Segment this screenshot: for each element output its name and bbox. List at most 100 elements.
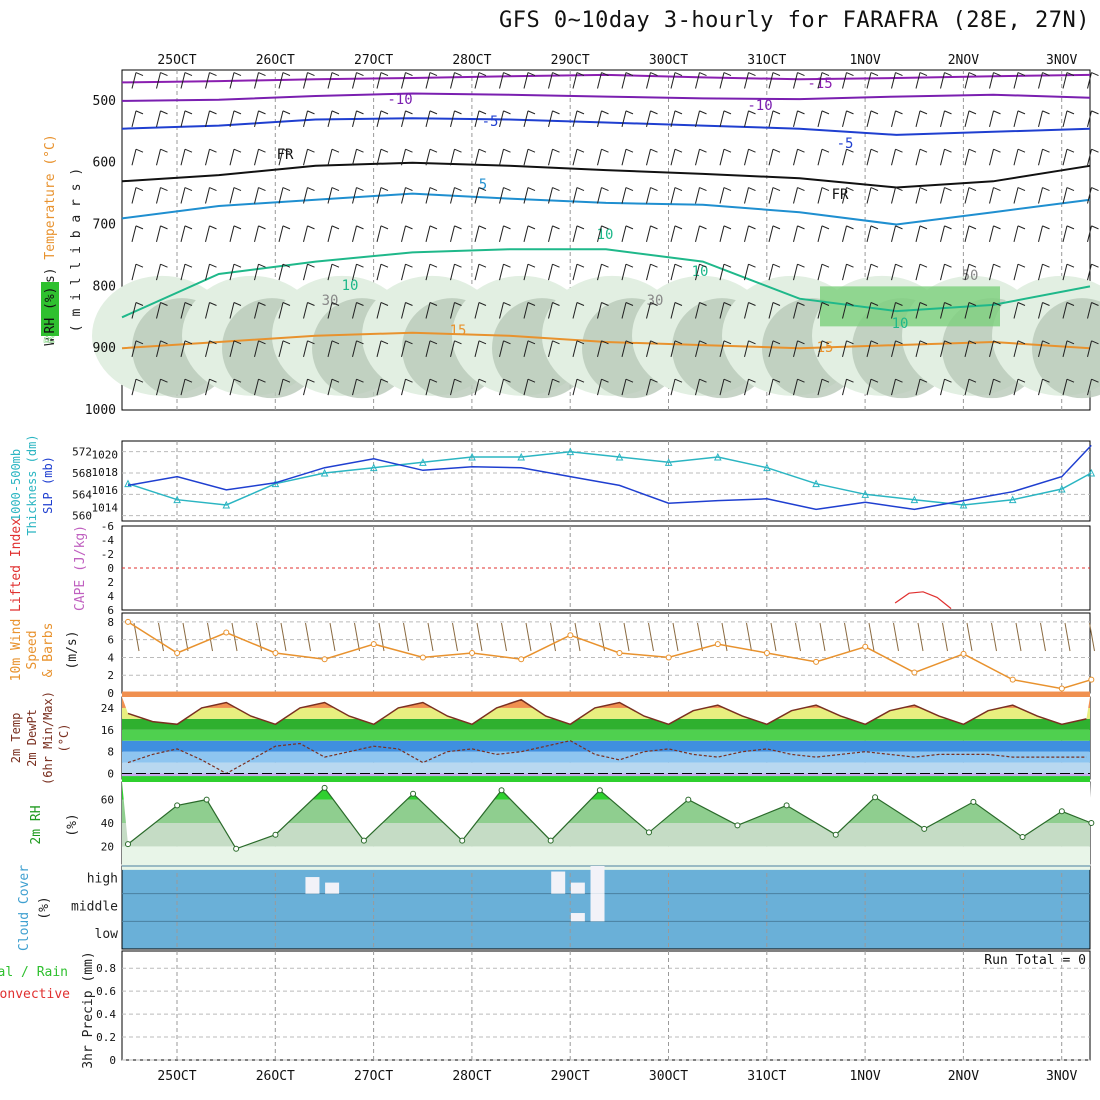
wind-barb xyxy=(699,148,707,153)
rh-marker xyxy=(832,831,839,838)
y-tick: 500 xyxy=(93,94,116,109)
wind-barb xyxy=(1013,225,1019,242)
wind-barb xyxy=(895,263,903,268)
y-tick: 0 xyxy=(109,1054,116,1067)
wind-barb xyxy=(695,302,700,319)
wind-barb xyxy=(893,622,899,652)
y-tick: 4 xyxy=(107,590,114,603)
wind-barb xyxy=(327,379,333,396)
wind-barb xyxy=(817,302,823,319)
wind-barb xyxy=(597,302,602,319)
thickness-marker xyxy=(615,452,624,461)
wind-barb xyxy=(1013,187,1019,204)
wind-barb xyxy=(135,263,144,268)
wind-marker xyxy=(518,656,525,663)
wind-barb xyxy=(1062,302,1068,319)
wind-barb xyxy=(254,379,259,396)
wind-barb xyxy=(331,110,340,115)
wind-barb xyxy=(870,72,879,77)
wind-barb xyxy=(478,263,487,268)
contour-label: 10 xyxy=(892,316,909,332)
wind-barb xyxy=(821,110,830,115)
wind-barb xyxy=(303,379,308,396)
wind-barb xyxy=(478,302,487,306)
wind-barb xyxy=(768,110,774,127)
wind-barb xyxy=(940,264,945,281)
wind-barb xyxy=(205,149,210,166)
wind-barb xyxy=(846,263,854,268)
wind-barb xyxy=(1066,110,1075,115)
wind-barb xyxy=(552,72,560,77)
panel-thick xyxy=(121,440,1091,522)
wind-barb xyxy=(1013,72,1019,89)
wind-barb xyxy=(989,110,994,127)
rh-marker xyxy=(734,822,741,829)
wind-barb xyxy=(842,340,847,357)
wind-barb xyxy=(405,263,413,268)
wind-barb xyxy=(964,72,970,89)
cloud-bar xyxy=(570,882,585,894)
wind-barb xyxy=(646,225,651,242)
wind-barb xyxy=(503,72,511,77)
rh-marker xyxy=(1088,820,1095,826)
wind-barb xyxy=(503,263,511,268)
wind-barb xyxy=(648,622,654,652)
wind-barb xyxy=(968,72,977,77)
wind-barb xyxy=(405,225,413,230)
wind-barb xyxy=(380,72,389,77)
rh-marker xyxy=(872,794,879,801)
wind-barb xyxy=(844,622,850,652)
wind-barb xyxy=(576,148,585,153)
wind-barb xyxy=(401,187,406,204)
wind-barb xyxy=(499,149,504,166)
contour-label: -10 xyxy=(387,92,412,108)
wind-barb xyxy=(1091,148,1099,153)
wind-barb xyxy=(523,149,529,166)
wind-barb xyxy=(184,72,193,77)
y-tick: 0.6 xyxy=(96,985,116,998)
wind-barb xyxy=(797,225,805,230)
wind-barb xyxy=(1066,340,1075,345)
wind-barb xyxy=(993,263,1001,268)
wind-barb xyxy=(674,340,683,345)
wind-barb xyxy=(427,622,434,652)
wind-barb xyxy=(870,263,879,268)
wind-barb xyxy=(895,72,903,77)
wind-barb xyxy=(942,622,948,652)
wind-barb xyxy=(184,187,193,191)
wind-barb xyxy=(282,187,291,191)
wind-barb xyxy=(919,340,928,345)
wind-barb xyxy=(817,149,823,166)
wind-barb xyxy=(1038,379,1043,396)
wind-barb xyxy=(699,187,707,191)
wind-barb xyxy=(429,340,438,345)
wind-barb xyxy=(576,378,585,383)
wind-barb xyxy=(915,264,921,281)
wind-barb xyxy=(744,187,749,204)
wind-barb xyxy=(601,302,609,306)
wind-barb xyxy=(258,187,266,191)
wind-barb xyxy=(989,72,994,89)
wind-barb xyxy=(744,302,749,319)
wind-barb xyxy=(376,72,382,89)
wind-barb xyxy=(352,302,357,319)
wind-barb xyxy=(646,149,651,166)
wind-barb xyxy=(919,110,928,115)
wind-barb xyxy=(478,187,487,191)
y-tick: 568 xyxy=(72,467,92,480)
wind-barb xyxy=(993,110,1001,115)
wind-barb xyxy=(891,264,896,281)
wind-barb xyxy=(793,149,798,166)
wind-barb xyxy=(278,264,284,281)
wind-barb xyxy=(131,187,137,204)
wind-barb xyxy=(670,379,676,396)
wind-barb xyxy=(305,622,311,652)
wind-barb xyxy=(797,378,805,383)
wind-barb xyxy=(597,187,602,204)
wind-barb xyxy=(331,72,340,77)
wind-barb xyxy=(356,378,364,383)
wind-barb xyxy=(1038,225,1043,242)
wind-barb xyxy=(282,340,291,345)
wind-barb xyxy=(258,340,266,345)
wind-barb xyxy=(866,225,872,242)
